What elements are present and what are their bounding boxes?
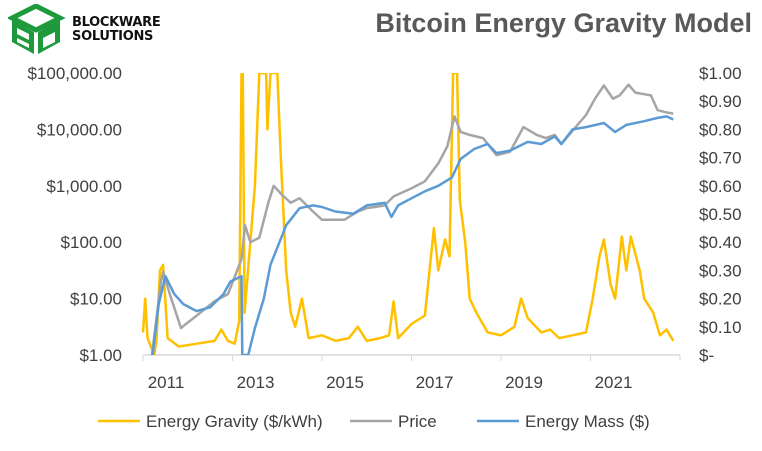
x-tick-label: 2015 [326, 373, 364, 392]
y-right-tick-label: $0.10 [699, 318, 742, 337]
brand-line2: SOLUTIONS [72, 29, 154, 44]
y-left-tick-label: $10,000.00 [37, 120, 122, 139]
x-tick-label: 2011 [148, 373, 185, 392]
y-right-tick-label: $0.70 [699, 149, 742, 168]
series-line-price [150, 83, 674, 355]
x-tick-label: 2021 [595, 373, 633, 392]
chart-title: Bitcoin Energy Gravity Model [375, 8, 752, 38]
y-left-tick-label: $1,000.00 [46, 177, 122, 196]
brand-line1: BLOCKWARE [72, 15, 161, 30]
y-right-tick-label: $- [699, 346, 714, 365]
legend-label: Energy Gravity ($/kWh) [146, 412, 323, 431]
y-right-tick-label: $0.60 [699, 177, 742, 196]
blockware-logo: BLOCKWARE SOLUTIONS [6, 3, 208, 56]
x-tick-label: 2019 [505, 373, 543, 392]
x-tick-label: 2017 [416, 373, 454, 392]
legend-label: Energy Mass ($) [525, 412, 650, 431]
y-left-tick-label: $1.00 [79, 346, 122, 365]
y-right-tick-label: $0.50 [699, 205, 742, 224]
y-right-tick-label: $0.40 [699, 233, 742, 252]
x-tick-label: 2013 [237, 373, 275, 392]
y-right-tick-label: $1.00 [699, 64, 742, 83]
y-left-tick-label: $100,000.00 [27, 64, 122, 83]
y-right-tick-label: $0.20 [699, 290, 742, 309]
y-right-tick-label: $0.80 [699, 120, 742, 139]
y-left-tick-label: $100.00 [61, 233, 122, 252]
cube-logo-icon [6, 3, 66, 54]
y-right-tick-label: $0.30 [699, 261, 742, 280]
series-line-energy-gravity-kwh- [141, 73, 675, 355]
legend-label: Price [398, 412, 437, 431]
series-line-energy-mass- [151, 115, 674, 355]
y-left-tick-label: $10.00 [70, 290, 122, 309]
y-right-tick-label: $0.90 [699, 92, 742, 111]
